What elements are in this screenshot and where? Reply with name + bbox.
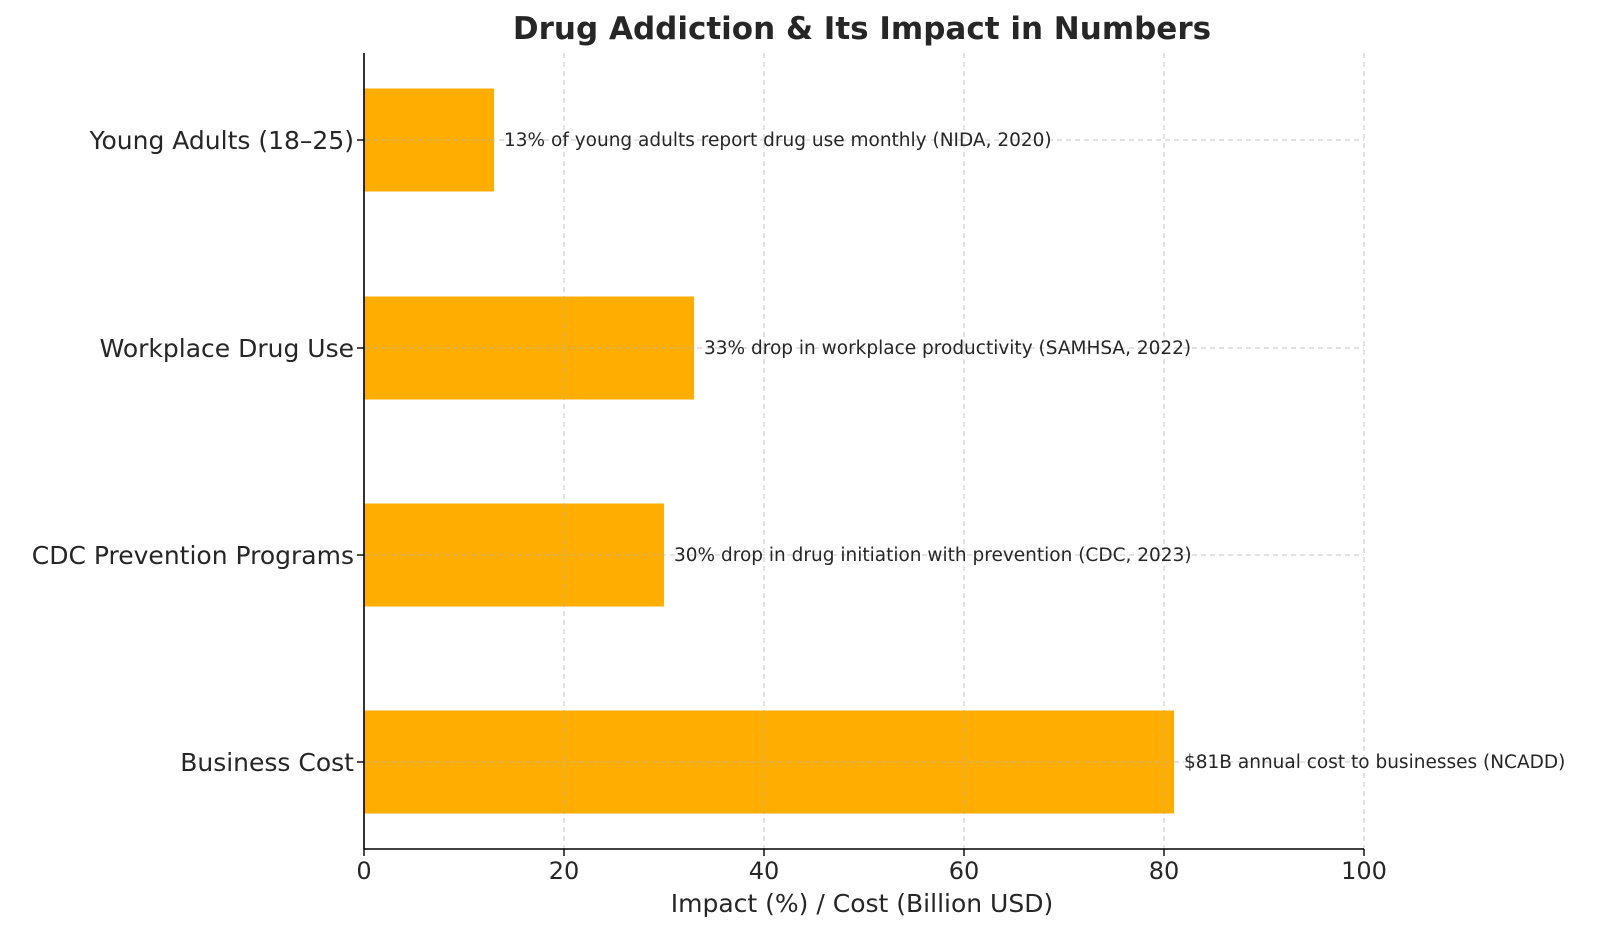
axes [357,53,1365,856]
x-tick-label-2: 40 [749,857,780,885]
chart-title: Drug Addiction & Its Impact in Numbers [513,11,1211,47]
bar-annotation-2: 30% drop in drug initiation with prevent… [674,545,1192,566]
bars [364,88,1174,814]
x-tick-label-0: 0 [356,857,371,885]
grid-lines [364,53,1365,849]
bar-annotation-3: $81B annual cost to businesses (NCADD) [1184,752,1565,773]
x-tick-label-5: 100 [1341,857,1387,885]
x-axis-label: Impact (%) / Cost (Billion USD) [671,889,1053,918]
y-tick-label-2: CDC Prevention Programs [32,541,354,570]
x-tick-label-3: 60 [949,857,980,885]
y-tick-label-3: Business Cost [180,748,354,777]
x-tick-label-4: 80 [1149,857,1180,885]
bar-annotation-1: 33% drop in workplace productivity (SAMH… [704,338,1191,359]
labels: 0 20 40 60 80 100 Young Adults (18–25) Workplac… [32,126,1566,885]
bar-annotation-0: 13% of young adults report drug use mont… [504,130,1052,151]
y-tick-label-1: Workplace Drug Use [100,334,354,363]
y-tick-label-0: Young Adults (18–25) [89,126,354,155]
x-tick-label-1: 20 [549,857,580,885]
